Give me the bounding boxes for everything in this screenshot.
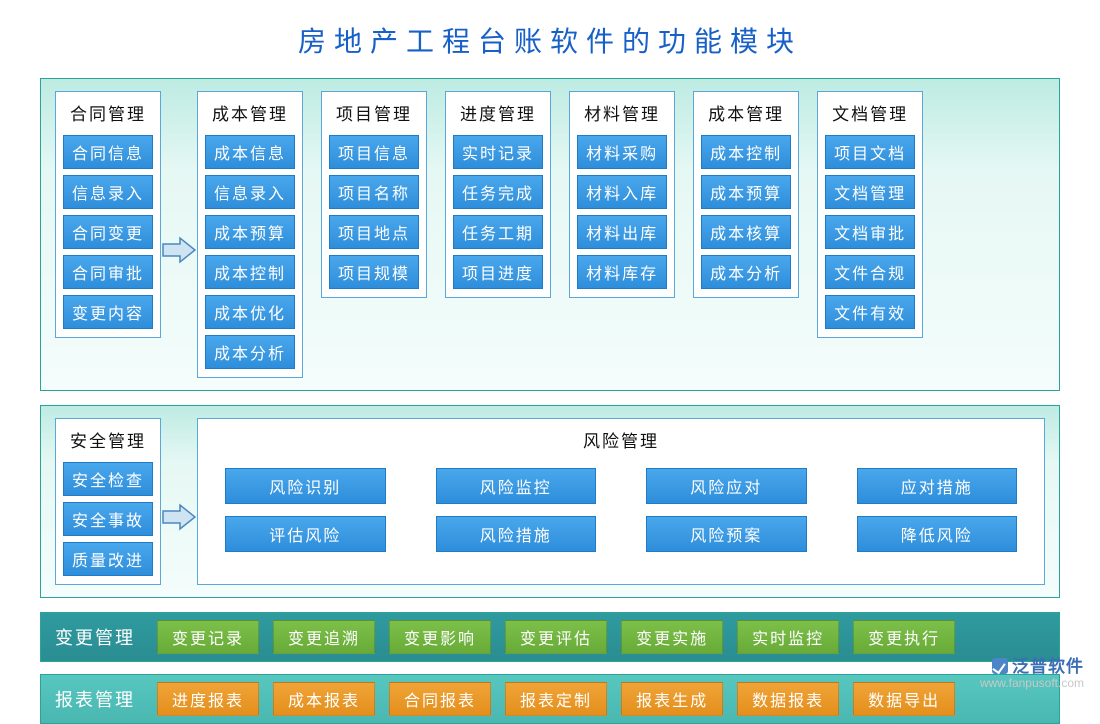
module-title: 成本管理 — [701, 98, 791, 129]
module-item: 风险应对 — [646, 468, 807, 504]
module-item: 合同信息 — [63, 135, 153, 169]
module-item: 风险预案 — [646, 516, 807, 552]
bar-row: 变更管理 变更记录变更追溯变更影响变更评估变更实施实时监控变更执行 — [40, 612, 1060, 662]
module-item: 合同审批 — [63, 255, 153, 289]
module-item: 成本核算 — [701, 215, 791, 249]
module-item: 材料库存 — [577, 255, 667, 289]
module-item: 任务完成 — [453, 175, 543, 209]
module-item: 成本分析 — [205, 335, 295, 369]
watermark-brand: 泛普软件 — [1012, 657, 1084, 676]
module-item: 材料出库 — [577, 215, 667, 249]
module-box-wide: 风险管理 风险识别 风险监控 风险应对 应对措施评估风险 风险措施 风险预案 降低风险 — [197, 418, 1045, 585]
module-item: 项目文档 — [825, 135, 915, 169]
bar-chip: 变更执行 — [853, 620, 955, 654]
bar-chip: 数据导出 — [853, 682, 955, 716]
module-item: 评估风险 — [225, 516, 385, 552]
module-item: 成本控制 — [205, 255, 295, 289]
bar-chip: 实时监控 — [737, 620, 839, 654]
panel-top: 合同管理 合同信息信息录入合同变更合同审批变更内容 成本管理 成本信息信息录入成… — [40, 78, 1060, 391]
module-item: 实时记录 — [453, 135, 543, 169]
module-row-1: 合同管理 合同信息信息录入合同变更合同审批变更内容 成本管理 成本信息信息录入成… — [55, 91, 1045, 378]
module-item: 项目进度 — [453, 255, 543, 289]
bar-chip: 变更评估 — [505, 620, 607, 654]
bar-chip: 变更实施 — [621, 620, 723, 654]
module-item: 合同变更 — [63, 215, 153, 249]
module-item: 质量改进 — [63, 542, 153, 576]
module-item: 成本分析 — [701, 255, 791, 289]
module-item: 项目信息 — [329, 135, 419, 169]
bar-chip: 报表生成 — [621, 682, 723, 716]
bar-chip: 成本报表 — [273, 682, 375, 716]
module-item: 成本预算 — [701, 175, 791, 209]
bar-label: 报表管理 — [51, 686, 143, 712]
bar-label: 变更管理 — [51, 624, 143, 650]
module-item: 项目地点 — [329, 215, 419, 249]
module-item: 成本信息 — [205, 135, 295, 169]
module-item: 应对措施 — [857, 468, 1018, 504]
module-title: 材料管理 — [577, 98, 667, 129]
module-item: 风险措施 — [436, 516, 597, 552]
module-title: 风险管理 — [205, 425, 1037, 456]
bar-chip: 报表定制 — [505, 682, 607, 716]
module-title: 文档管理 — [825, 98, 915, 129]
module-row-2: 安全管理 安全检查安全事故质量改进 风险管理 风险识别 风险监控 风险应对 应对措施评… — [55, 418, 1045, 585]
module-item: 安全检查 — [63, 462, 153, 496]
module-item: 项目名称 — [329, 175, 419, 209]
bar-chip: 变更影响 — [389, 620, 491, 654]
module-item: 成本优化 — [205, 295, 295, 329]
module-title: 进度管理 — [453, 98, 543, 129]
risk-grid: 风险识别 风险监控 风险应对 应对措施评估风险 风险措施 风险预案 降低风险 — [205, 462, 1037, 558]
module-title: 安全管理 — [63, 425, 153, 456]
module-item: 风险监控 — [436, 468, 597, 504]
bar-chip: 进度报表 — [157, 682, 259, 716]
module-item: 安全事故 — [63, 502, 153, 536]
module-box: 材料管理 材料采购材料入库材料出库材料库存 — [569, 91, 675, 298]
module-title: 项目管理 — [329, 98, 419, 129]
module-box: 项目管理 项目信息项目名称项目地点项目规模 — [321, 91, 427, 298]
module-title: 合同管理 — [63, 98, 153, 129]
arrow-icon — [161, 206, 197, 264]
bar-chip: 变更记录 — [157, 620, 259, 654]
arrow-icon — [161, 473, 197, 531]
module-item: 信息录入 — [205, 175, 295, 209]
module-item: 成本预算 — [205, 215, 295, 249]
bar-chip: 数据报表 — [737, 682, 839, 716]
panel-bottom: 安全管理 安全检查安全事故质量改进 风险管理 风险识别 风险监控 风险应对 应对措施评… — [40, 405, 1060, 598]
module-box: 成本管理 成本控制成本预算成本核算成本分析 — [693, 91, 799, 298]
module-item: 文件有效 — [825, 295, 915, 329]
module-box: 合同管理 合同信息信息录入合同变更合同审批变更内容 — [55, 91, 161, 338]
bar-row: 报表管理 进度报表成本报表合同报表报表定制报表生成数据报表数据导出 — [40, 674, 1060, 724]
module-item: 风险识别 — [225, 468, 385, 504]
module-item: 变更内容 — [63, 295, 153, 329]
module-box: 进度管理 实时记录任务完成任务工期项目进度 — [445, 91, 551, 298]
module-item: 文档管理 — [825, 175, 915, 209]
module-box: 成本管理 成本信息信息录入成本预算成本控制成本优化成本分析 — [197, 91, 303, 378]
logo-icon — [992, 658, 1008, 674]
module-box: 文档管理 项目文档文档管理文档审批文件合规文件有效 — [817, 91, 923, 338]
module-item: 文档审批 — [825, 215, 915, 249]
module-item: 任务工期 — [453, 215, 543, 249]
watermark: 泛普软件 www.fanpusoft.com — [980, 658, 1084, 690]
module-item: 材料入库 — [577, 175, 667, 209]
module-title: 成本管理 — [205, 98, 295, 129]
bar-chip: 合同报表 — [389, 682, 491, 716]
module-item: 成本控制 — [701, 135, 791, 169]
module-item: 信息录入 — [63, 175, 153, 209]
bar-chip: 变更追溯 — [273, 620, 375, 654]
watermark-url: www.fanpusoft.com — [980, 677, 1084, 690]
module-box: 安全管理 安全检查安全事故质量改进 — [55, 418, 161, 585]
module-item: 文件合规 — [825, 255, 915, 289]
page-title: 房地产工程台账软件的功能模块 — [0, 0, 1100, 78]
module-item: 项目规模 — [329, 255, 419, 289]
module-item: 材料采购 — [577, 135, 667, 169]
module-item: 降低风险 — [857, 516, 1018, 552]
